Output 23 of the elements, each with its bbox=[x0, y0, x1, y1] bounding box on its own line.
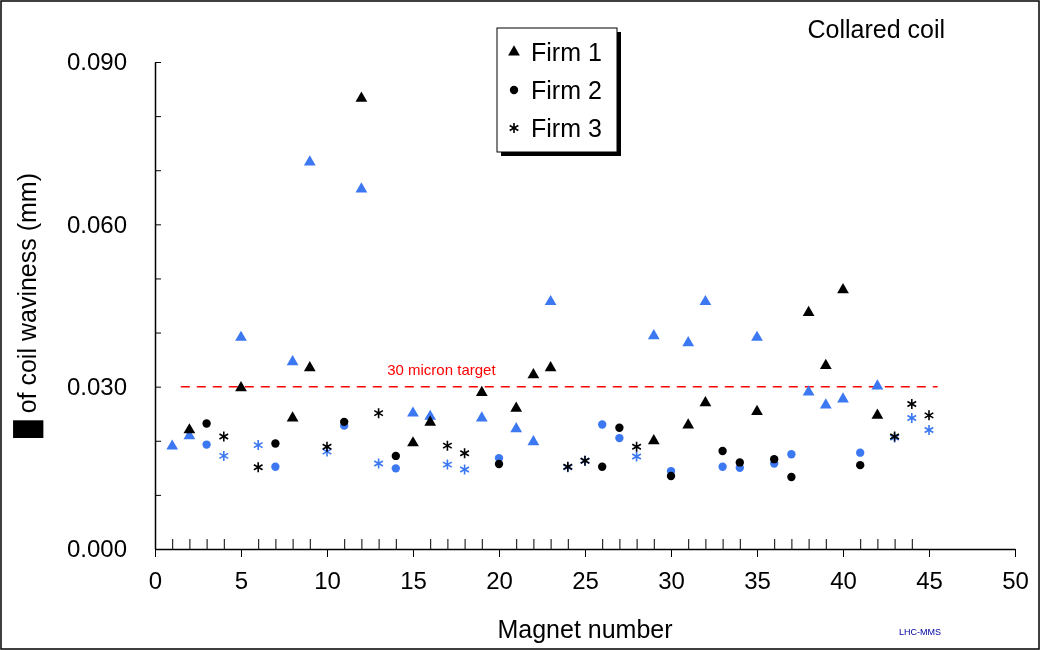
x-tick-label: 35 bbox=[744, 567, 771, 595]
x-tick-label: 5 bbox=[234, 567, 249, 595]
x-tick-label: 25 bbox=[572, 567, 599, 595]
x-tick-label: 40 bbox=[830, 567, 857, 595]
x-tick-label: 0 bbox=[148, 567, 163, 595]
x-tick-label: 10 bbox=[314, 567, 341, 595]
y-axis-title: █ of coil waviness (mm) bbox=[13, 173, 44, 438]
x-tick-label: 45 bbox=[916, 567, 943, 595]
y-tick-label: 0.090 bbox=[66, 48, 127, 76]
x-axis-title: Magnet number bbox=[497, 615, 673, 643]
ref-line-label: 30 micron target bbox=[387, 360, 497, 378]
legend-label: Firm 2 bbox=[531, 76, 602, 104]
x-tick-label: 20 bbox=[486, 567, 513, 595]
chart-title: Collared coil bbox=[807, 15, 945, 43]
y-tick-label: 0.060 bbox=[66, 210, 127, 238]
x-tick-label: 30 bbox=[658, 567, 685, 595]
y-tick-label: 0.030 bbox=[66, 372, 127, 400]
x-tick-label: 50 bbox=[1002, 567, 1029, 595]
text: LHC-MMS bbox=[899, 627, 941, 637]
y-tick-label: 0.000 bbox=[66, 535, 127, 563]
x-tick-label: 15 bbox=[400, 567, 427, 595]
legend-label: Firm 3 bbox=[531, 114, 602, 142]
legend-label: Firm 1 bbox=[531, 38, 602, 66]
